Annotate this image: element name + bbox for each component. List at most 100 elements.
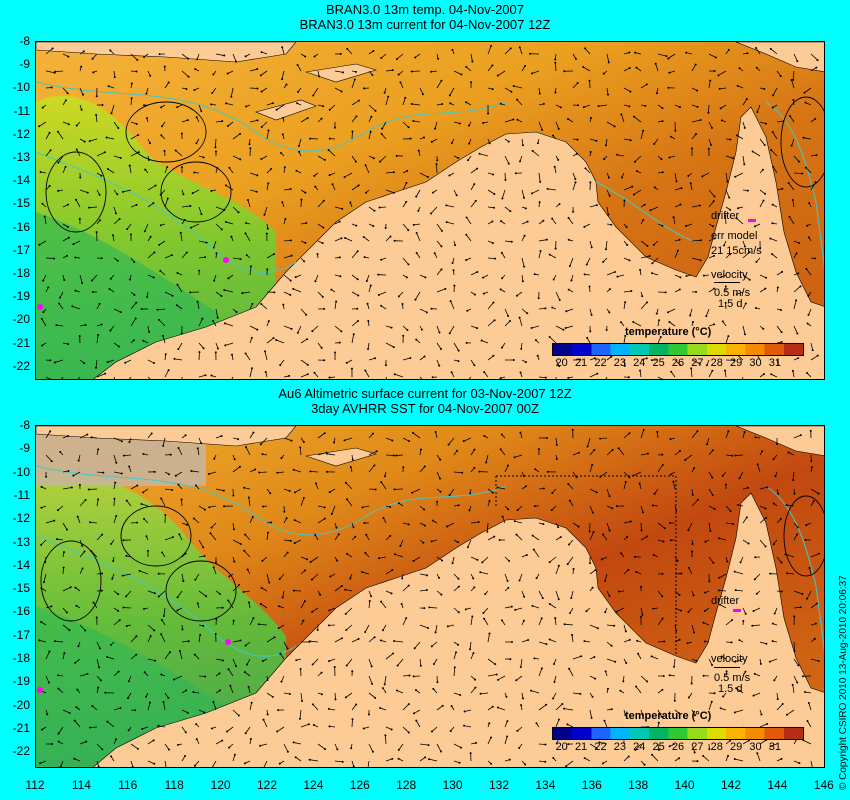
current-arrow-head [212, 566, 215, 569]
current-arrow-head [211, 766, 214, 767]
current-arrow [164, 166, 168, 174]
current-arrow [415, 291, 421, 300]
current-arrow-head [57, 130, 60, 133]
current-arrow [331, 505, 336, 515]
current-arrow [123, 607, 132, 609]
current-arrow-head [145, 695, 148, 698]
current-arrow [691, 205, 700, 208]
current-arrow [555, 719, 560, 728]
current-arrow-head [340, 90, 343, 93]
current-arrow [776, 325, 782, 333]
current-arrow-head [214, 351, 217, 354]
current-arrow-head [470, 81, 473, 84]
current-arrow [45, 48, 53, 55]
current-arrow-head [492, 301, 495, 304]
current-arrow-head [153, 251, 156, 254]
current-arrow-head [292, 741, 295, 744]
current-arrow-head [551, 134, 554, 137]
current-arrow [487, 257, 496, 260]
current-arrow-head [678, 712, 681, 715]
current-arrow-head [223, 289, 226, 292]
current-arrow-head [437, 57, 440, 60]
current-arrow-head [764, 545, 767, 548]
current-arrow-head [689, 182, 692, 185]
current-arrow-head [596, 372, 599, 375]
current-arrow-head [735, 293, 738, 296]
current-arrow [640, 429, 645, 439]
current-arrow-head [157, 724, 160, 727]
current-arrow [520, 658, 523, 668]
current-arrow-head [755, 260, 758, 263]
current-arrow-head [712, 225, 715, 228]
current-arrow-head [463, 724, 466, 727]
current-arrow-head [624, 301, 627, 304]
current-arrow [283, 274, 291, 281]
current-arrow-head [585, 263, 588, 266]
current-arrow [113, 342, 120, 347]
current-arrow-head [563, 70, 566, 73]
latitude-label: -16 [12, 604, 30, 619]
current-arrow-head [425, 588, 428, 591]
current-arrow-head [321, 242, 324, 245]
current-arrow [691, 119, 701, 123]
current-arrow-head [439, 477, 442, 480]
current-arrow [771, 373, 778, 378]
current-arrow-head [441, 559, 444, 562]
current-arrow [640, 536, 648, 541]
current-arrow-head [389, 505, 392, 508]
current-arrow-head [424, 276, 427, 279]
current-arrow-head [650, 655, 653, 658]
current-arrow-head [469, 648, 472, 651]
current-arrow-head [176, 596, 179, 599]
current-arrow-head [713, 323, 716, 326]
current-arrow-head [213, 279, 216, 282]
current-arrow [198, 539, 204, 548]
current-arrow-head [465, 216, 468, 219]
current-arrow [808, 308, 812, 316]
current-arrow [514, 454, 523, 458]
current-arrow-head [667, 311, 670, 314]
current-arrow-head [273, 636, 276, 639]
current-arrow [483, 607, 489, 614]
current-arrow [504, 240, 512, 243]
current-arrow [396, 53, 404, 60]
current-arrow-head [598, 741, 601, 744]
current-arrow-head [50, 460, 53, 463]
current-arrow-head [340, 637, 343, 640]
current-arrow-head [675, 509, 678, 512]
current-arrow [436, 223, 443, 232]
current-arrow-head [175, 304, 178, 307]
current-arrow-head [285, 517, 288, 520]
current-arrow-head [673, 699, 676, 702]
current-arrow-head [120, 440, 123, 443]
current-arrow-head [91, 291, 94, 294]
current-arrow-head [625, 662, 628, 665]
current-arrow-head [256, 68, 259, 71]
current-arrow-head [585, 610, 588, 613]
current-arrow-head [474, 686, 477, 689]
current-arrow [402, 726, 410, 733]
current-arrow [283, 239, 291, 242]
current-arrow [215, 120, 223, 123]
current-arrow [772, 87, 778, 96]
current-arrow [113, 707, 121, 711]
current-arrow-head [771, 106, 774, 109]
current-arrow-head [667, 57, 670, 60]
current-arrow-head [267, 182, 270, 185]
current-arrow-head [198, 351, 201, 354]
current-arrow-head [624, 334, 627, 337]
current-arrow [708, 53, 717, 58]
current-arrow [247, 199, 251, 208]
current-arrow-head [500, 251, 503, 254]
current-arrow [464, 709, 472, 712]
current-arrow [708, 505, 715, 510]
current-arrow-head [711, 449, 714, 452]
current-arrow [317, 200, 325, 208]
current-arrow [808, 702, 812, 711]
current-arrow [198, 240, 207, 244]
current-arrow [531, 70, 540, 74]
current-arrow-head [730, 641, 733, 644]
current-arrow-head [579, 692, 582, 695]
current-arrow-head [48, 131, 51, 134]
current-arrow-head [685, 51, 688, 54]
